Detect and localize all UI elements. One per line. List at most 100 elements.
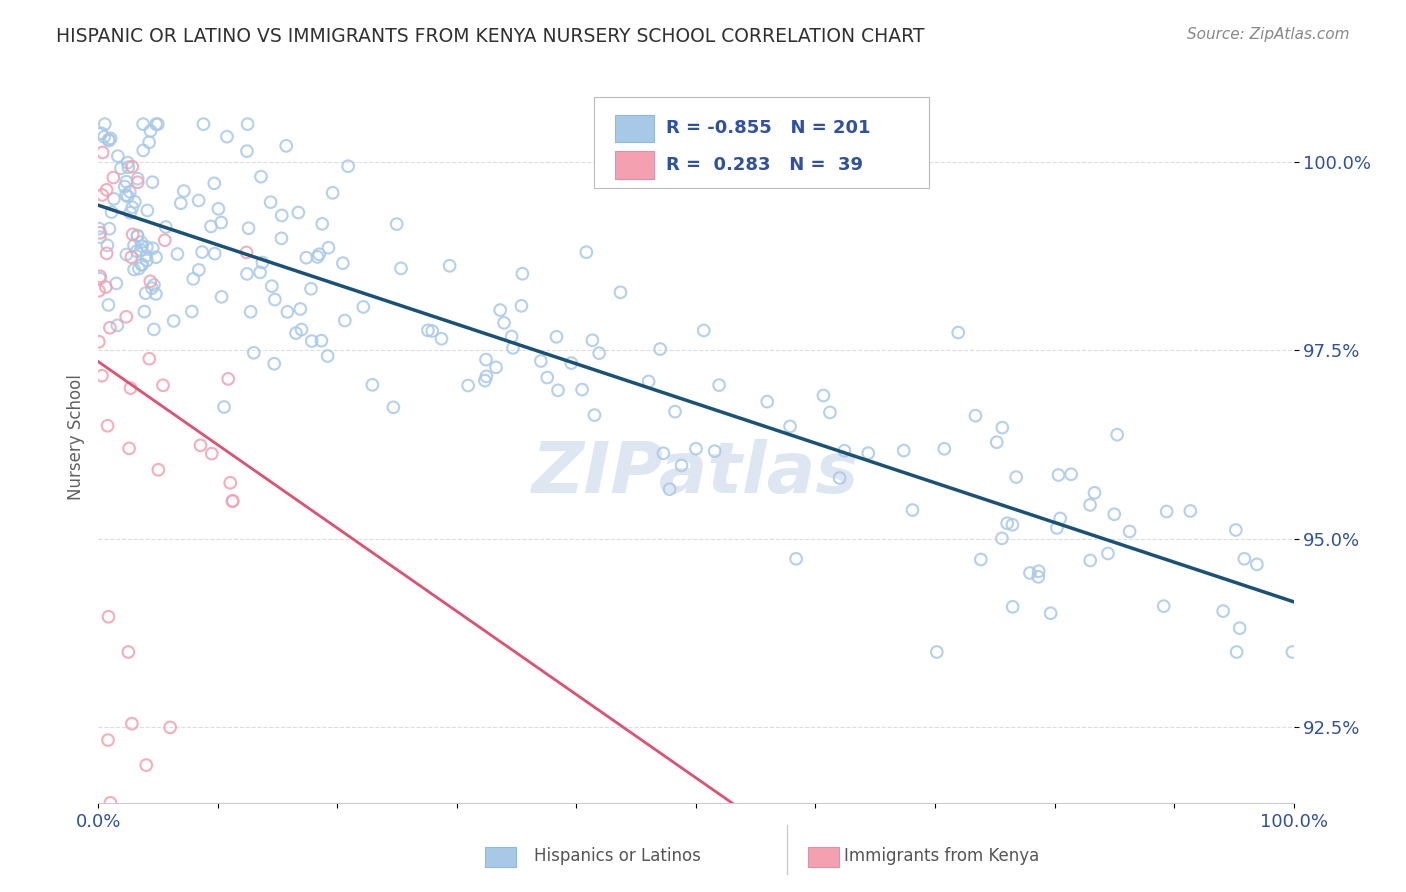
Text: R =  0.283   N =  39: R = 0.283 N = 39 <box>666 156 863 174</box>
Point <box>276 139 298 153</box>
Point <box>134 304 156 318</box>
Point <box>98 796 122 810</box>
Point <box>389 261 412 276</box>
Point <box>135 758 157 772</box>
Point <box>121 160 143 174</box>
Point <box>139 124 162 138</box>
Point <box>100 131 122 145</box>
Point <box>118 442 141 456</box>
Point <box>252 255 274 269</box>
Point <box>204 246 226 260</box>
Point <box>135 253 157 268</box>
Point <box>1107 427 1129 442</box>
Point <box>1102 507 1125 521</box>
Point <box>120 381 142 395</box>
Point <box>664 404 686 418</box>
Point <box>187 263 209 277</box>
Point <box>858 446 880 460</box>
Point <box>96 238 118 252</box>
Point <box>97 133 120 147</box>
Point <box>96 246 118 260</box>
Point <box>756 394 779 409</box>
Point <box>128 261 150 276</box>
Point <box>110 161 132 176</box>
Point <box>416 323 439 337</box>
Point <box>211 290 233 304</box>
Text: ZIPatlas: ZIPatlas <box>533 439 859 508</box>
Point <box>311 334 333 348</box>
Point <box>430 332 453 346</box>
Point <box>131 258 153 272</box>
Point <box>295 251 318 265</box>
Point <box>1097 546 1119 560</box>
Point <box>117 155 139 169</box>
Point <box>1156 504 1178 518</box>
Point <box>575 245 598 260</box>
Point <box>316 349 339 363</box>
Point <box>145 287 167 301</box>
Point <box>129 235 152 249</box>
Point <box>934 442 956 456</box>
Point <box>318 241 340 255</box>
Point <box>236 267 259 281</box>
Point <box>995 516 1018 531</box>
Point <box>588 346 610 360</box>
Point <box>307 250 329 264</box>
Point <box>1019 566 1042 580</box>
Point <box>685 442 707 456</box>
Point <box>117 160 139 174</box>
Point <box>352 300 374 314</box>
Point <box>222 493 245 508</box>
Point <box>87 284 110 298</box>
Point <box>637 375 659 389</box>
Point <box>510 299 533 313</box>
Point <box>103 170 125 185</box>
Y-axis label: Nursery School: Nursery School <box>66 374 84 500</box>
Point <box>90 126 112 140</box>
Point <box>276 305 298 319</box>
Point <box>270 231 292 245</box>
Point <box>290 322 312 336</box>
Point <box>132 117 155 131</box>
Point <box>97 733 120 747</box>
Point <box>991 420 1014 434</box>
Point <box>187 194 209 208</box>
Point <box>122 262 145 277</box>
Point <box>141 281 163 295</box>
Point <box>121 200 143 214</box>
Point <box>114 179 136 194</box>
Point <box>139 274 162 288</box>
Point <box>1212 604 1234 618</box>
Point <box>285 326 308 340</box>
Point <box>142 241 165 255</box>
Point <box>181 272 204 286</box>
Point <box>1078 553 1101 567</box>
Point <box>93 129 115 144</box>
Point <box>311 217 333 231</box>
Text: R = -0.855   N = 201: R = -0.855 N = 201 <box>666 120 870 137</box>
Point <box>89 269 111 284</box>
Point <box>98 133 121 147</box>
Point <box>263 293 285 307</box>
Point <box>120 205 142 219</box>
Point <box>474 374 496 388</box>
Point <box>239 305 262 319</box>
Point <box>127 229 149 244</box>
Point <box>299 282 322 296</box>
Point <box>1047 468 1070 483</box>
Point <box>200 219 222 234</box>
Point <box>308 247 330 261</box>
Point <box>98 221 121 235</box>
Point <box>536 370 558 384</box>
Point <box>385 217 408 231</box>
Point <box>249 265 271 279</box>
Point <box>1281 645 1303 659</box>
Point <box>115 188 138 202</box>
Point <box>121 716 143 731</box>
Point <box>1001 599 1024 614</box>
Point <box>191 245 214 260</box>
Point <box>153 233 176 247</box>
Point <box>1028 564 1050 578</box>
Point <box>439 259 461 273</box>
FancyBboxPatch shape <box>595 97 929 188</box>
